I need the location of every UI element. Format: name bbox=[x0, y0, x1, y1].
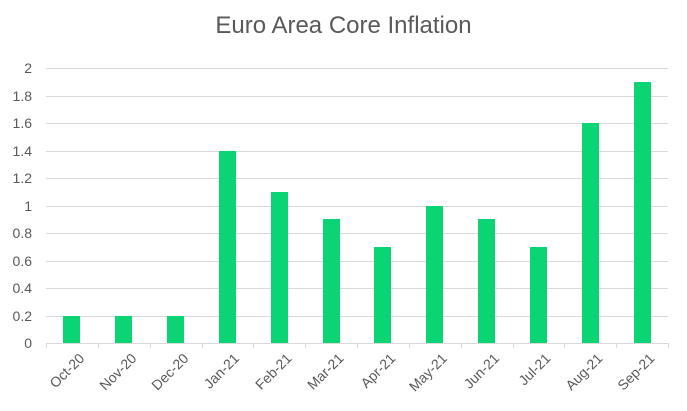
gridline bbox=[46, 288, 668, 289]
gridline bbox=[46, 150, 668, 152]
x-tick bbox=[616, 343, 618, 348]
x-tick-label: Nov-20 bbox=[95, 350, 140, 394]
y-tick-label: 1 bbox=[24, 197, 32, 214]
bar bbox=[115, 315, 133, 343]
x-tick-label: Feb-21 bbox=[252, 350, 295, 393]
x-tick bbox=[253, 343, 255, 348]
gridline bbox=[46, 178, 668, 179]
x-tick bbox=[668, 343, 669, 348]
y-tick-label: 0.6 bbox=[12, 252, 32, 269]
x-tick bbox=[408, 343, 410, 348]
gridline bbox=[46, 260, 668, 262]
y-tick-label: 2 bbox=[24, 60, 32, 76]
bar bbox=[529, 246, 547, 343]
x-tick-label: May-21 bbox=[405, 350, 450, 395]
bar bbox=[322, 219, 340, 343]
bar bbox=[374, 246, 392, 343]
x-tick bbox=[512, 343, 514, 348]
gridline bbox=[46, 233, 668, 234]
x-tick bbox=[46, 343, 47, 348]
bar bbox=[270, 191, 288, 343]
x-tick-label: Apr-21 bbox=[357, 350, 399, 392]
gridline bbox=[46, 315, 668, 317]
bar bbox=[63, 315, 81, 343]
chart-title: Euro Area Core Inflation bbox=[215, 12, 472, 39]
x-tick bbox=[305, 343, 307, 348]
y-tick-label: 1.4 bbox=[12, 142, 32, 159]
x-tick bbox=[97, 343, 99, 348]
gridline bbox=[46, 68, 668, 69]
x-tick-label: Oct-20 bbox=[46, 350, 88, 392]
x-tick-label: Jul-21 bbox=[515, 350, 554, 389]
x-tick-label: Dec-20 bbox=[147, 350, 192, 394]
x-tick-label: Sep-21 bbox=[614, 350, 658, 394]
gridline bbox=[46, 123, 668, 124]
x-tick-label: Aug-21 bbox=[562, 350, 606, 394]
x-tick bbox=[460, 343, 462, 348]
bar bbox=[478, 219, 496, 343]
x-tick-label: Jun-21 bbox=[460, 350, 502, 392]
bar bbox=[167, 315, 185, 343]
x-tick bbox=[149, 343, 151, 348]
x-tick bbox=[564, 343, 566, 348]
bar bbox=[218, 150, 236, 343]
y-tick-label: 1.6 bbox=[12, 115, 32, 131]
bar bbox=[633, 81, 651, 343]
y-tick-label: 1.8 bbox=[12, 87, 32, 104]
x-tick bbox=[357, 343, 358, 348]
x-tick-label: Jan-21 bbox=[200, 350, 243, 392]
bar bbox=[426, 205, 444, 343]
gridline bbox=[46, 95, 668, 97]
x-tick bbox=[201, 343, 203, 348]
y-tick-label: 0.8 bbox=[12, 225, 32, 241]
y-tick-label: 0 bbox=[24, 335, 32, 351]
y-tick-label: 0.4 bbox=[12, 280, 32, 296]
plot-area bbox=[46, 68, 669, 348]
y-tick-label: 0.2 bbox=[12, 307, 32, 324]
bar bbox=[581, 123, 599, 343]
y-tick-label: 1.2 bbox=[12, 170, 32, 186]
x-tick-label: Mar-21 bbox=[304, 350, 347, 393]
gridline bbox=[46, 205, 668, 207]
